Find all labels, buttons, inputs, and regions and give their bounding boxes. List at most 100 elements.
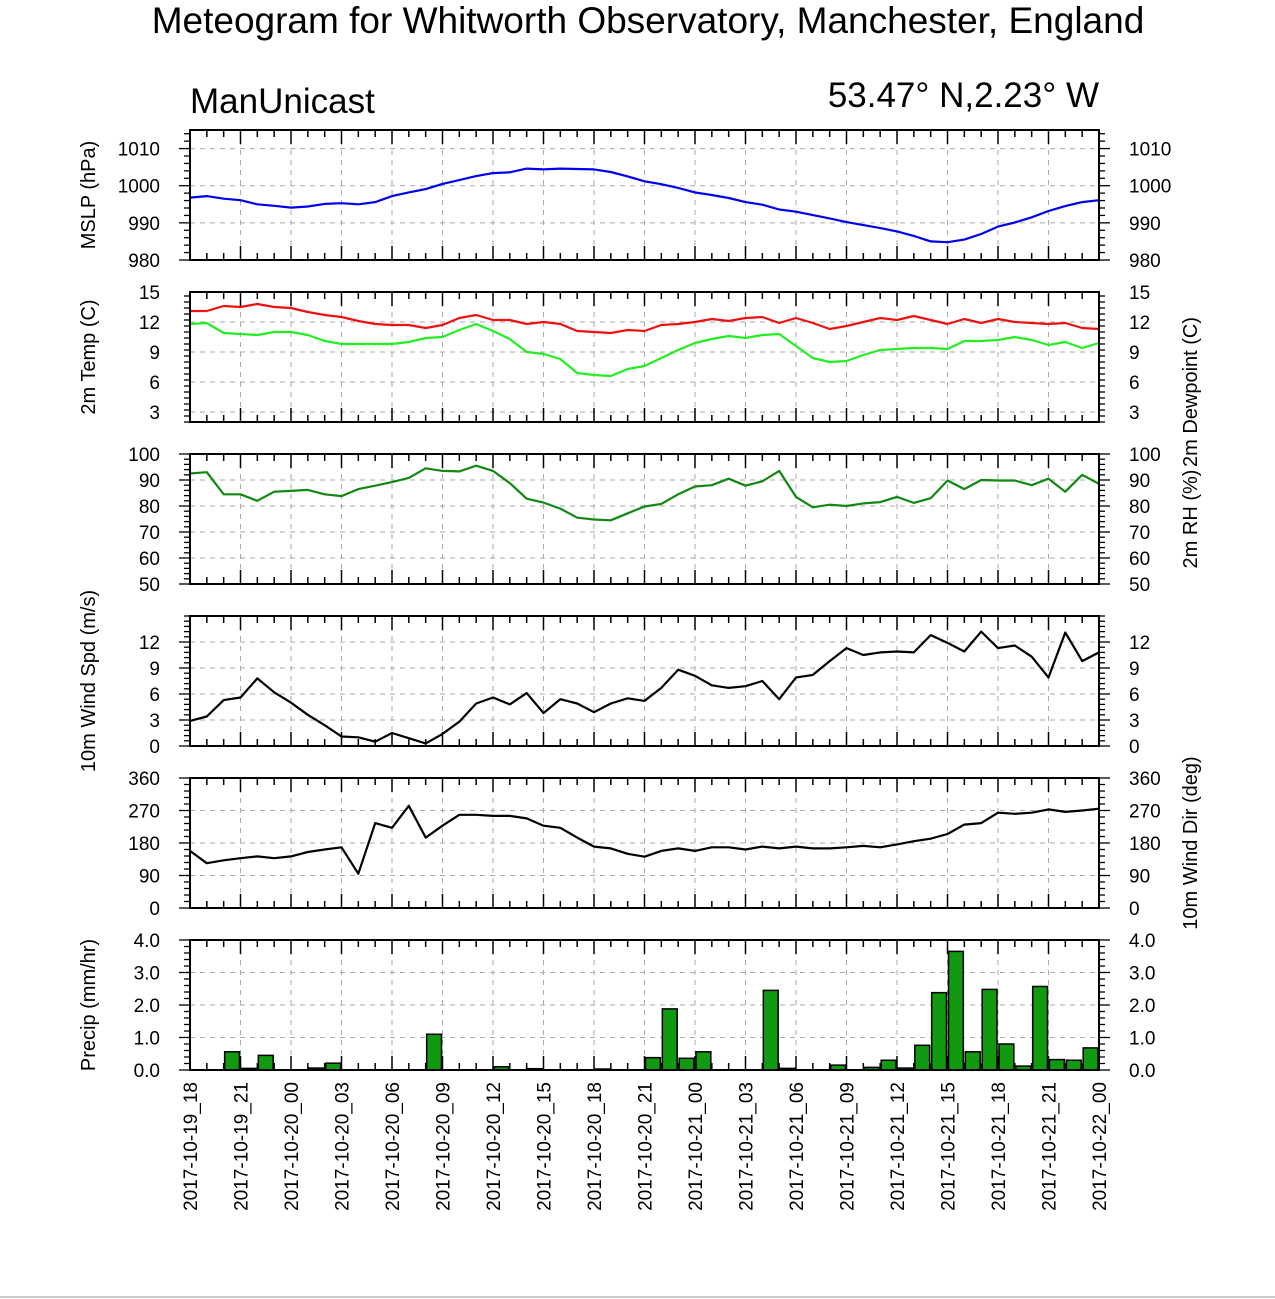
y-tick-label: 3.0: [1129, 964, 1155, 985]
y-tick-label: 80: [139, 497, 160, 518]
mslp-series-line-0: [189, 167, 1100, 244]
y-tick-label: 90: [139, 867, 160, 888]
y-tick-label: 1010: [1129, 140, 1171, 161]
chart-title: Meteogram for Whitworth Observatory, Man…: [152, 0, 1145, 41]
x-tick-label: 2017-10-20_12: [484, 1082, 505, 1211]
y-axis-label-left: Precip (mm/hr): [78, 939, 100, 1071]
panel-mslp: 980 980 990 990 1000 1000 1010 1010 MSLP (hPa): [78, 129, 1171, 272]
y-tick-label: 0: [1129, 899, 1140, 920]
y-tick-label: 15: [1129, 283, 1150, 304]
precip-bar: [998, 1043, 1015, 1071]
precip-bar: [1031, 985, 1049, 1071]
y-tick-label: 980: [1129, 251, 1161, 272]
x-tick-label: 2017-10-19_21: [232, 1082, 253, 1211]
precip-bar: [930, 991, 948, 1071]
y-tick-label: 12: [1129, 313, 1150, 334]
location-label: 53.47° N,2.23° W: [828, 76, 1099, 115]
precip-bar: [661, 1008, 678, 1071]
wind_dir-series-line-0: [189, 804, 1100, 875]
y-tick-label: 9: [1129, 659, 1140, 680]
precip-bar: [914, 1044, 931, 1071]
y-tick-label: 12: [139, 633, 160, 654]
x-tick-label: 2017-10-21_15: [939, 1082, 960, 1211]
wind_speed-series-line-0: [189, 630, 1100, 745]
y-tick-label: 90: [1129, 867, 1150, 888]
y-tick-label: 0.0: [134, 1061, 160, 1082]
y-tick-label: 6: [149, 685, 160, 706]
panel-rh: 50 50 60 60 70 70 80 80 90 90 100 100 2m RH (%): [128, 445, 1202, 596]
precip-bar: [1082, 1047, 1099, 1071]
y-tick-label: 60: [139, 549, 160, 570]
y-tick-label: 12: [139, 313, 160, 334]
panel-frame: [189, 453, 1100, 585]
y-tick-label: 100: [1129, 445, 1161, 466]
x-tick-label: 2017-10-19_18: [181, 1082, 202, 1211]
x-tick-label: 2017-10-20_15: [535, 1082, 556, 1211]
precip-bar: [947, 950, 965, 1071]
y-tick-label: 80: [1129, 497, 1150, 518]
y-tick-label: 3: [149, 403, 160, 424]
y-tick-label: 270: [1129, 802, 1161, 823]
y-tick-label: 3.0: [134, 964, 160, 985]
y-tick-label: 6: [1129, 685, 1140, 706]
precip-bar: [695, 1051, 712, 1071]
x-tick-label: 2017-10-21_12: [888, 1082, 909, 1211]
precip-bar: [981, 988, 998, 1071]
precip-bar: [257, 1054, 274, 1071]
x-tick-label: 2017-10-20_09: [434, 1082, 455, 1211]
y-tick-label: 360: [1129, 769, 1161, 790]
y-tick-label: 9: [149, 659, 160, 680]
panel-temp: 3 3 6 6 9 9 12 12 15 15 2m Temp (C) 2m Dewpoint (C): [78, 283, 1202, 467]
y-tick-label: 0: [1129, 737, 1140, 758]
y-axis-label-left: MSLP (hPa): [78, 141, 100, 250]
x-tick-label: 2017-10-21_06: [787, 1082, 808, 1211]
panel-frame: [189, 777, 1100, 909]
y-tick-label: 270: [128, 802, 160, 823]
y-tick-label: 1.0: [1129, 1029, 1155, 1050]
y-tick-label: 50: [139, 575, 160, 596]
y-tick-label: 3: [1129, 403, 1140, 424]
x-tick-label: 2017-10-20_03: [333, 1082, 354, 1211]
panel-wind_speed: 0 0 3 3 6 6 9 9 12 12 10m Wind Spd (m/s): [78, 590, 1150, 772]
y-tick-label: 180: [1129, 834, 1161, 855]
y-tick-label: 3: [149, 711, 160, 732]
panel-frame: [189, 129, 1100, 261]
y-tick-label: 990: [128, 214, 160, 235]
temp-series-line-0: [190, 302, 1100, 335]
y-tick-label: 980: [128, 251, 160, 272]
precip-bar: [425, 1033, 443, 1071]
y-axis-label-left: 2m Temp (C): [78, 299, 100, 414]
x-tick-label: 2017-10-20_18: [585, 1082, 606, 1211]
y-tick-label: 180: [128, 834, 160, 855]
precip-bar: [678, 1057, 695, 1071]
y-tick-label: 90: [139, 471, 160, 492]
precip-bar: [762, 989, 779, 1071]
y-tick-label: 90: [1129, 471, 1150, 492]
y-tick-label: 0.0: [1129, 1061, 1155, 1082]
y-tick-label: 2.0: [134, 996, 160, 1017]
y-tick-label: 360: [128, 769, 160, 790]
panel-frame: [189, 291, 1100, 423]
y-tick-label: 0: [149, 899, 160, 920]
y-tick-label: 50: [1129, 575, 1150, 596]
x-tick-label: 2017-10-21_00: [686, 1082, 707, 1211]
y-tick-label: 70: [1129, 523, 1150, 544]
y-tick-label: 1000: [118, 177, 160, 198]
precip-bar: [1048, 1058, 1066, 1071]
y-tick-label: 100: [128, 445, 160, 466]
y-axis-label-right: 2m RH (%): [1180, 470, 1202, 569]
y-axis-label-left: 10m Wind Spd (m/s): [78, 590, 100, 772]
panel-wind_dir: 0 0 90 90 180 180 270 270 360 360 10m Wind Dir (de…: [128, 756, 1202, 929]
x-tick-label: 2017-10-20_00: [282, 1082, 303, 1211]
y-tick-label: 70: [139, 523, 160, 544]
y-tick-label: 1.0: [134, 1029, 160, 1050]
y-tick-label: 1000: [1129, 177, 1171, 198]
source-label: ManUnicast: [190, 82, 375, 121]
y-tick-label: 0: [149, 737, 160, 758]
panel-frame: [189, 615, 1100, 747]
y-tick-label: 9: [1129, 343, 1140, 364]
panel-precip: 0.0 0.0 1.0 1.0 2.0 2.0 3.0 3.0 4.0 4.0 Precip (mm…: [78, 931, 1155, 1082]
x-tick-label: 2017-10-21_18: [989, 1082, 1010, 1211]
x-tick-label: 2017-10-20_21: [636, 1082, 657, 1211]
x-tick-label: 2017-10-20_06: [383, 1082, 404, 1211]
